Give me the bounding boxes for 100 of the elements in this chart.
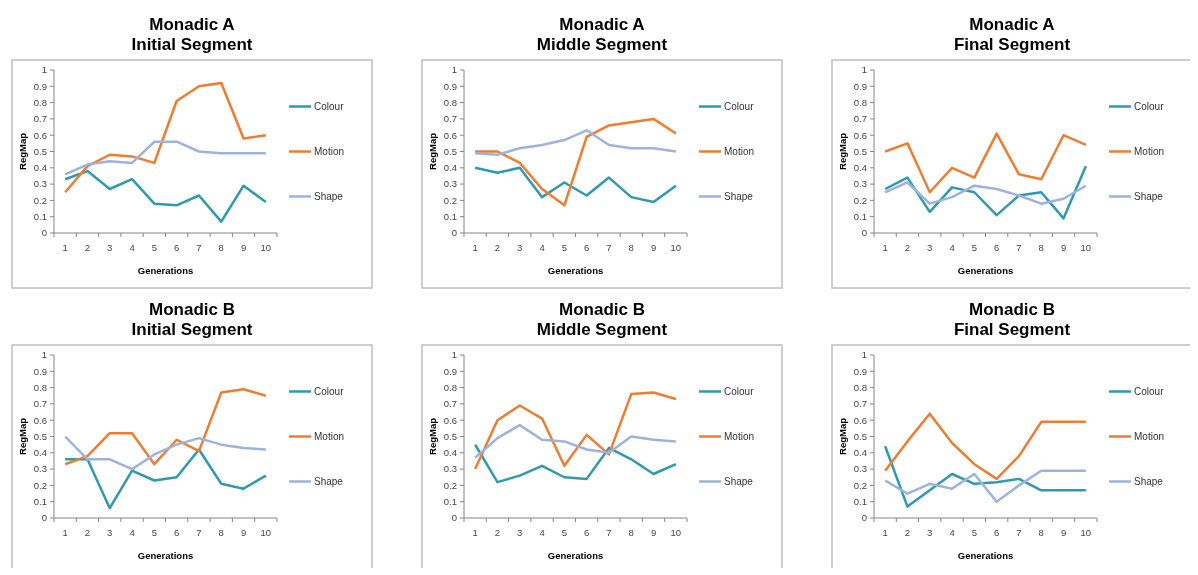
x-tick-label: 3 [927, 527, 933, 538]
chart-subtitle: Final Segment [953, 35, 1071, 54]
y-tick-label: 0.9 [33, 80, 47, 92]
y-tick-label: 0.3 [33, 178, 47, 190]
chart-title: Monadic A [969, 15, 1055, 34]
legend-label: Motion [314, 431, 345, 442]
x-tick-label: 10 [260, 242, 272, 253]
x-tick-label: 3 [107, 242, 113, 253]
x-tick-label: 1 [62, 242, 68, 253]
x-tick-label: 2 [904, 242, 911, 253]
chart-subtitle: Middle Segment [536, 35, 668, 54]
x-tick-label: 6 [994, 527, 1000, 538]
y-tick-label: 0.6 [853, 129, 867, 141]
x-tick-label: 6 [174, 242, 180, 253]
x-tick-label: 4 [949, 527, 955, 538]
x-axis-title: Generations [547, 265, 604, 276]
chart-subtitle: Final Segment [953, 320, 1071, 339]
y-tick-label: 0.1 [33, 211, 47, 223]
legend-label: Colour [1134, 101, 1165, 112]
x-tick-label: 5 [151, 242, 157, 253]
line-series [473, 129, 678, 157]
x-tick-label: 4 [129, 527, 135, 538]
x-tick-label: 8 [1038, 242, 1044, 253]
x-tick-label: 7 [1016, 242, 1022, 253]
y-tick-label: 0.4 [33, 162, 47, 174]
legend-label: Motion [314, 146, 345, 157]
y-tick-label: 0.5 [443, 430, 457, 442]
y-tick-label: 0.2 [33, 479, 47, 491]
y-tick-label: 0.4 [443, 162, 457, 174]
legend-label: Shape [314, 476, 344, 487]
legend-label: Motion [1134, 431, 1165, 442]
y-tick-label: 0.6 [443, 129, 457, 141]
x-tick-label: 9 [650, 527, 657, 538]
y-tick-label: 0.8 [853, 96, 867, 108]
y-tick-label: 0.1 [443, 496, 457, 508]
x-tick-label: 6 [994, 242, 1000, 253]
y-tick-label: 0.3 [853, 463, 867, 475]
x-tick-label: 5 [151, 527, 157, 538]
y-axis-title: RegMap [427, 417, 438, 455]
legend-label: Colour [314, 386, 345, 397]
legend-label: Shape [724, 476, 754, 487]
x-tick-label: 3 [517, 527, 523, 538]
y-tick-label: 0.2 [443, 194, 457, 206]
line-series [473, 391, 678, 471]
y-tick-label: 0.3 [853, 178, 867, 190]
x-tick-label: 3 [517, 242, 523, 253]
y-tick-label: 0.4 [853, 162, 867, 174]
y-tick-label: 0.7 [443, 398, 457, 410]
line-series [883, 445, 1088, 508]
y-tick-label: 0.7 [33, 398, 47, 410]
chart-title: Monadic A [149, 15, 235, 34]
line-series [63, 435, 268, 471]
y-tick-label: 1 [861, 349, 867, 361]
x-tick-label: 10 [670, 242, 682, 253]
legend-label: Colour [314, 101, 345, 112]
legend-label: Shape [724, 191, 754, 202]
line-series [473, 117, 678, 207]
y-tick-label: 1 [451, 64, 457, 76]
x-tick-label: 2 [904, 527, 911, 538]
y-axis-title: RegMap [17, 132, 28, 170]
x-tick-label: 4 [539, 242, 545, 253]
x-tick-label: 10 [260, 527, 272, 538]
x-axis-title: Generations [957, 265, 1014, 276]
line-series [63, 81, 268, 194]
x-tick-label: 7 [1016, 527, 1022, 538]
y-tick-label: 0.7 [853, 113, 867, 125]
y-tick-label: 0.9 [443, 365, 457, 377]
x-tick-label: 9 [1060, 242, 1067, 253]
y-tick-label: 0.1 [853, 496, 867, 508]
y-tick-label: 0.1 [853, 211, 867, 223]
legend-label: Colour [724, 386, 755, 397]
chart-subtitle: Middle Segment [536, 320, 668, 339]
x-tick-label: 4 [129, 242, 135, 253]
x-tick-label: 8 [218, 242, 224, 253]
y-tick-label: 0.1 [33, 496, 47, 508]
y-tick-label: 0.3 [443, 463, 457, 475]
x-tick-label: 4 [949, 242, 955, 253]
line-series [63, 387, 268, 466]
y-tick-label: 1 [41, 64, 47, 76]
y-tick-label: 0 [451, 227, 457, 239]
y-tick-label: 0.6 [33, 129, 47, 141]
x-tick-label: 8 [628, 242, 634, 253]
line-series [883, 412, 1088, 481]
chart-subtitle: Initial Segment [131, 320, 253, 339]
chart-title: Monadic B [149, 300, 235, 319]
chart-title: Monadic B [559, 300, 645, 319]
x-tick-label: 3 [107, 527, 113, 538]
x-tick-label: 6 [584, 527, 590, 538]
x-tick-label: 1 [472, 527, 478, 538]
y-tick-label: 0.7 [443, 113, 457, 125]
x-axis-title: Generations [137, 550, 194, 561]
legend-label: Shape [1134, 191, 1164, 202]
chart-title: Monadic B [969, 300, 1055, 319]
y-tick-label: 0.9 [853, 80, 867, 92]
line-series [63, 140, 268, 176]
x-tick-label: 2 [494, 527, 501, 538]
x-tick-label: 2 [494, 242, 501, 253]
x-tick-label: 8 [628, 527, 634, 538]
y-tick-label: 0.4 [853, 447, 867, 459]
x-tick-label: 6 [174, 527, 180, 538]
